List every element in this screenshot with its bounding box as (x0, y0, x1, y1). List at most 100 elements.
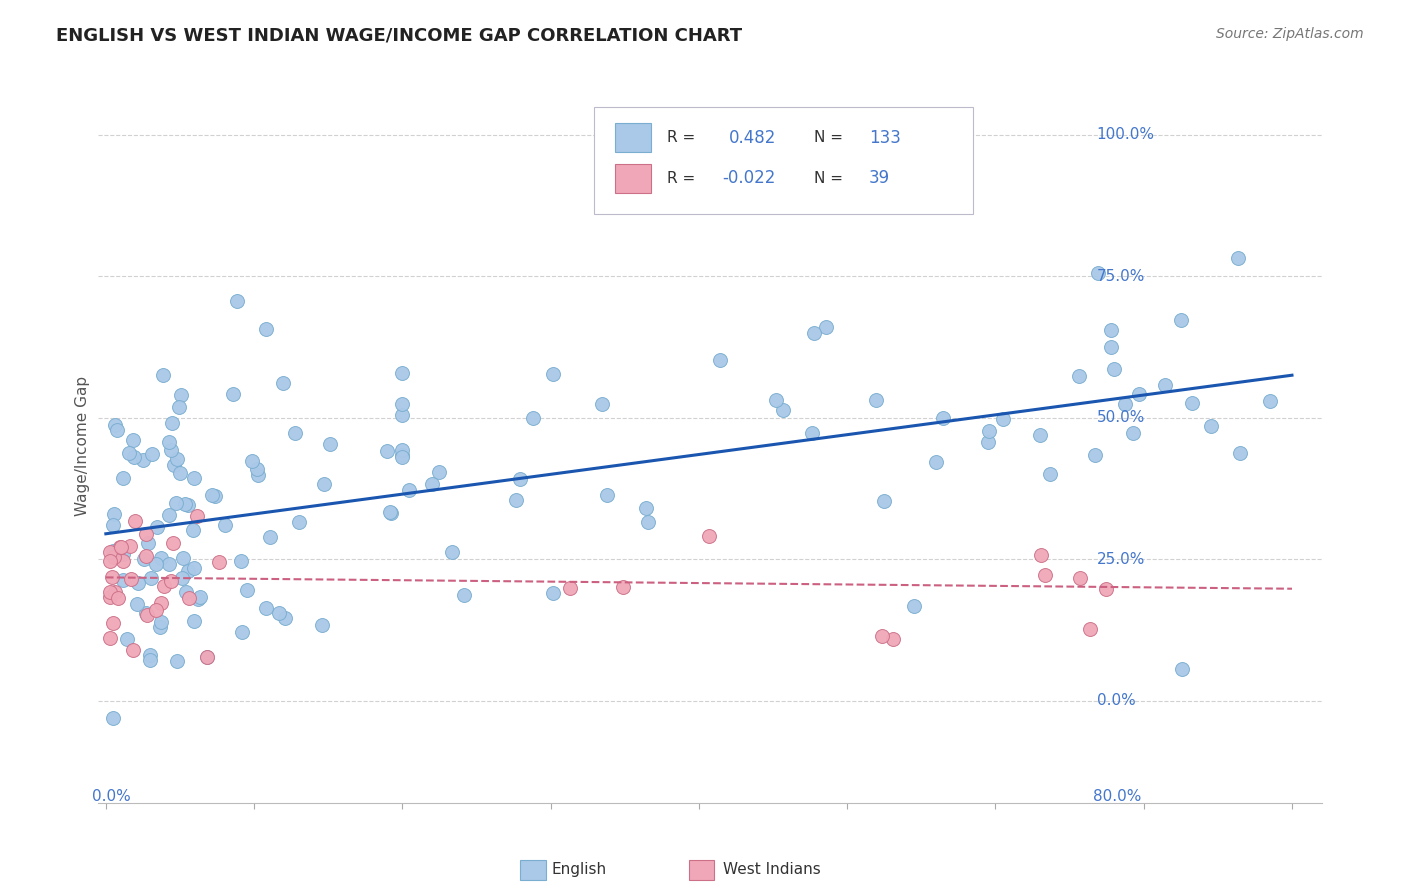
Point (138, 653, 160, 667)
Point (195, 650, 218, 665)
Point (101, 570, 124, 584)
Point (135, 527, 157, 541)
Text: N =: N = (814, 171, 844, 186)
Text: R =: R = (668, 171, 696, 186)
Point (124, 514, 146, 528)
Point (318, 436, 340, 450)
Point (166, 452, 188, 467)
Point (165, 496, 187, 510)
Point (284, 426, 307, 441)
Point (522, 411, 544, 425)
Point (1099, 340, 1122, 354)
Point (236, 583, 259, 598)
Point (183, 561, 205, 575)
Point (201, 488, 224, 502)
Point (183, 615, 205, 629)
Point (375, 443, 398, 458)
Point (160, 416, 183, 430)
Point (169, 467, 191, 481)
Point (204, 489, 226, 503)
Point (101, 615, 124, 630)
Point (231, 624, 253, 639)
FancyBboxPatch shape (593, 107, 973, 214)
Point (1128, 387, 1150, 401)
Text: 0.0%: 0.0% (1097, 693, 1135, 708)
Text: N =: N = (814, 130, 844, 145)
Point (636, 500, 658, 515)
Point (125, 597, 148, 611)
Point (1084, 448, 1107, 462)
Point (135, 549, 157, 563)
Point (1170, 313, 1192, 327)
Point (177, 565, 200, 579)
Point (112, 553, 135, 567)
Point (558, 581, 581, 595)
Text: English: English (551, 863, 606, 877)
Point (214, 518, 236, 533)
Y-axis label: Wage/Income Gap: Wage/Income Gap (75, 376, 90, 516)
Point (1226, 251, 1249, 265)
Point (1114, 397, 1136, 411)
Point (134, 551, 156, 566)
Point (380, 506, 402, 520)
Point (222, 387, 245, 401)
Point (772, 403, 794, 417)
Point (188, 591, 211, 605)
Text: West Indians: West Indians (723, 863, 821, 877)
Text: Source: ZipAtlas.com: Source: ZipAtlas.com (1216, 27, 1364, 41)
Point (391, 366, 413, 380)
Point (139, 571, 162, 585)
Point (509, 472, 531, 486)
Point (427, 465, 450, 479)
Point (124, 450, 146, 464)
Point (195, 649, 218, 664)
Point (541, 367, 564, 381)
Point (1122, 426, 1144, 441)
Point (169, 387, 191, 401)
Point (229, 554, 252, 568)
Point (118, 446, 141, 460)
Text: 100.0%: 100.0% (1097, 127, 1154, 142)
Point (226, 294, 249, 309)
Point (1099, 322, 1122, 336)
Point (1087, 266, 1109, 280)
Point (256, 322, 278, 336)
Point (104, 585, 127, 599)
Point (166, 654, 188, 668)
Point (145, 558, 167, 572)
Point (1181, 395, 1204, 409)
Point (157, 557, 180, 571)
Point (138, 648, 160, 662)
Point (596, 488, 619, 502)
Point (183, 523, 205, 537)
Point (112, 471, 135, 485)
Point (1258, 394, 1281, 409)
Point (873, 494, 896, 508)
Point (107, 591, 129, 605)
Point (173, 497, 195, 511)
Text: 0.0%: 0.0% (93, 789, 131, 804)
Point (98, 631, 121, 645)
Point (160, 442, 183, 457)
Text: 39: 39 (869, 169, 890, 187)
Point (172, 551, 194, 566)
Point (170, 571, 193, 585)
Text: 25.0%: 25.0% (1097, 552, 1144, 566)
Text: 80.0%: 80.0% (1092, 789, 1142, 804)
Point (977, 434, 1000, 449)
Point (149, 615, 172, 630)
Point (398, 483, 420, 498)
Point (271, 376, 294, 390)
Point (174, 585, 197, 599)
Point (254, 601, 277, 615)
Point (420, 476, 443, 491)
Point (932, 410, 955, 425)
Point (186, 508, 208, 523)
Point (111, 547, 134, 561)
Point (391, 397, 413, 411)
Text: 0.482: 0.482 (728, 128, 776, 146)
Point (274, 611, 297, 625)
Point (288, 515, 311, 529)
Point (108, 540, 131, 554)
Point (311, 617, 333, 632)
